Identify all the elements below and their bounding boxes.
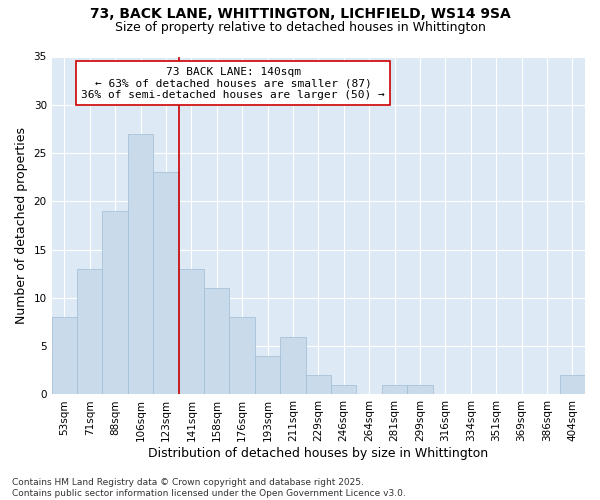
Bar: [77, 269, 103, 394]
Bar: [204, 288, 229, 395]
Bar: [52, 317, 77, 394]
Bar: [229, 317, 255, 394]
Text: 73, BACK LANE, WHITTINGTON, LICHFIELD, WS14 9SA: 73, BACK LANE, WHITTINGTON, LICHFIELD, W…: [89, 8, 511, 22]
Bar: [382, 385, 407, 394]
Bar: [255, 356, 280, 395]
Bar: [407, 385, 433, 394]
Text: Contains HM Land Registry data © Crown copyright and database right 2025.
Contai: Contains HM Land Registry data © Crown c…: [12, 478, 406, 498]
X-axis label: Distribution of detached houses by size in Whittington: Distribution of detached houses by size …: [148, 447, 488, 460]
Bar: [331, 385, 356, 394]
Bar: [179, 269, 204, 394]
Y-axis label: Number of detached properties: Number of detached properties: [15, 127, 28, 324]
Bar: [305, 375, 331, 394]
Bar: [128, 134, 153, 394]
Bar: [103, 211, 128, 394]
Bar: [560, 375, 585, 394]
Bar: [280, 336, 305, 394]
Text: 73 BACK LANE: 140sqm
← 63% of detached houses are smaller (87)
36% of semi-detac: 73 BACK LANE: 140sqm ← 63% of detached h…: [81, 66, 385, 100]
Text: Size of property relative to detached houses in Whittington: Size of property relative to detached ho…: [115, 21, 485, 34]
Bar: [153, 172, 179, 394]
